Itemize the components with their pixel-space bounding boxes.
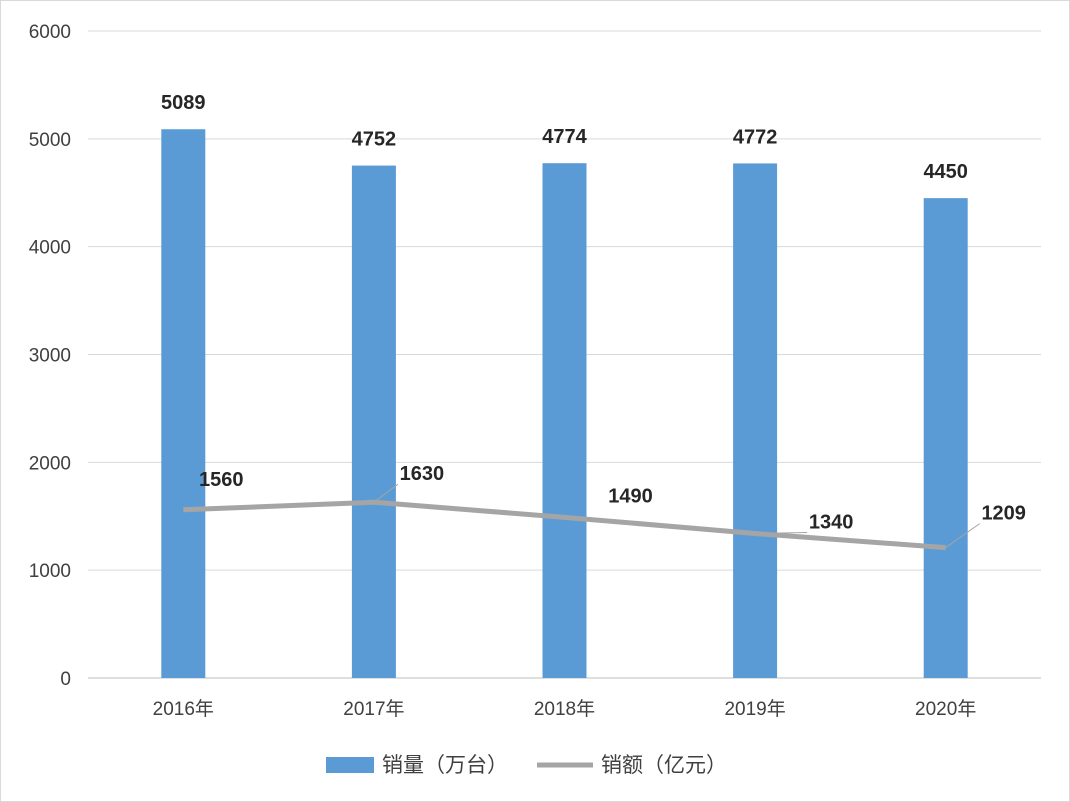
bar-series: 5089 4752 4774 4772 4450 bbox=[161, 92, 968, 679]
y-tick-label: 5000 bbox=[29, 130, 71, 151]
bar-data-label: 4774 bbox=[542, 126, 587, 148]
y-tick-label: 0 bbox=[60, 669, 71, 690]
bar-data-label: 4450 bbox=[923, 161, 968, 183]
y-axis-ticks: 0 1000 2000 3000 4000 5000 6000 bbox=[29, 22, 71, 690]
x-tick-label: 2019年 bbox=[724, 698, 785, 720]
leader-line bbox=[755, 532, 808, 535]
line-data-label: 1630 bbox=[400, 463, 445, 485]
line-data-label: 1209 bbox=[981, 503, 1026, 525]
x-axis-ticks: 2016年 2017年 2018年 2019年 2020年 bbox=[153, 698, 977, 720]
y-tick-label: 2000 bbox=[29, 453, 71, 474]
bar-data-label: 5089 bbox=[161, 92, 206, 114]
bar bbox=[923, 198, 968, 678]
line-series: 1560 1630 1490 1340 1209 bbox=[183, 463, 1026, 551]
bar bbox=[542, 163, 587, 678]
line-path bbox=[183, 499, 946, 551]
y-tick-label: 4000 bbox=[29, 238, 71, 259]
line-data-label: 1490 bbox=[608, 485, 653, 507]
legend: 销量（万台） 销额（亿元） bbox=[326, 753, 727, 777]
bar-data-label: 4772 bbox=[733, 126, 778, 148]
leader-line bbox=[373, 483, 399, 503]
line-data-label: 1560 bbox=[199, 469, 244, 491]
leader-line bbox=[945, 523, 980, 549]
y-tick-label: 3000 bbox=[29, 346, 71, 367]
bar bbox=[351, 165, 396, 679]
legend-label-bar: 销量（万台） bbox=[382, 753, 508, 777]
x-tick-label: 2016年 bbox=[153, 698, 214, 720]
legend-swatch-bar bbox=[326, 757, 374, 773]
bar-data-label: 4752 bbox=[352, 129, 397, 151]
legend-label-line: 销额（亿元） bbox=[601, 753, 727, 777]
x-tick-label: 2017年 bbox=[343, 698, 404, 720]
bar bbox=[161, 129, 206, 679]
y-tick-label: 6000 bbox=[29, 22, 71, 43]
line-data-label: 1340 bbox=[809, 512, 854, 534]
x-tick-label: 2020年 bbox=[915, 698, 976, 720]
x-tick-label: 2018年 bbox=[534, 698, 595, 720]
bar bbox=[733, 163, 778, 679]
y-tick-label: 1000 bbox=[29, 561, 71, 582]
